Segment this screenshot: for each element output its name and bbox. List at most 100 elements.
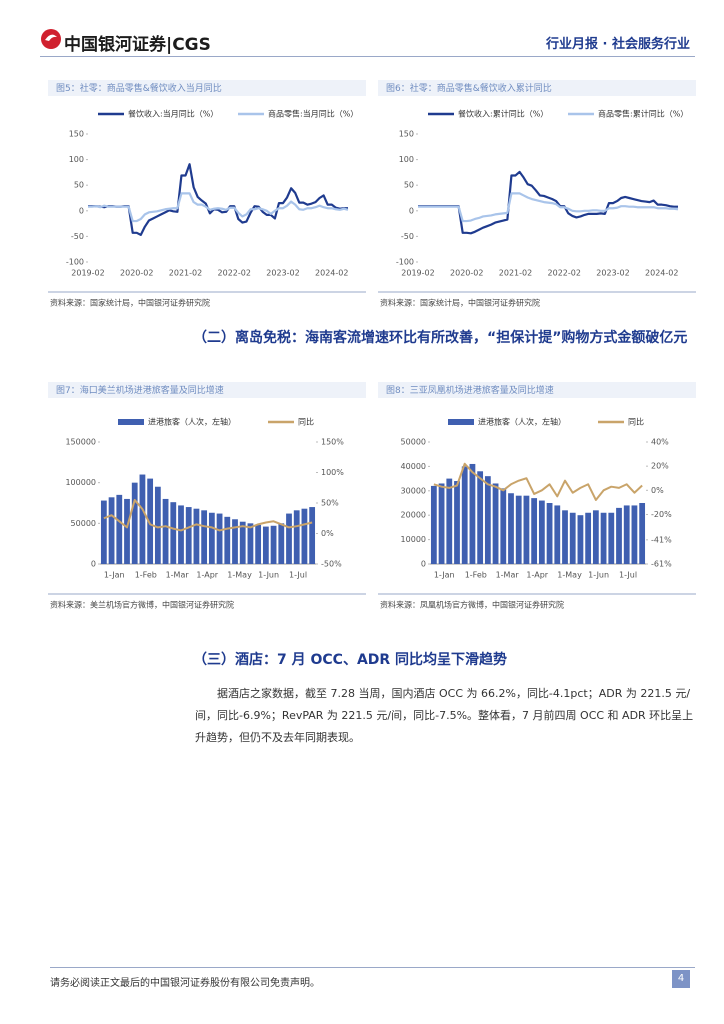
bar (446, 478, 453, 564)
x-tick-label: 2023-02 (596, 269, 629, 278)
bar (100, 500, 107, 564)
legend-label: 餐饮收入:累计同比（%） (458, 109, 548, 119)
bar (301, 508, 308, 564)
x-tick-label: 1-Feb (465, 571, 487, 580)
x-tick-label: 2022-02 (548, 269, 581, 278)
bar (116, 494, 123, 564)
y-tick-label: 30000 (401, 486, 426, 495)
x-tick-label: 1-May (227, 571, 252, 580)
bar (631, 505, 638, 564)
bar (255, 524, 262, 564)
y2-tick-label: 150% (321, 438, 344, 447)
x-tick-label: 1-Jun (258, 571, 279, 580)
bar (247, 523, 254, 564)
legend-swatch (448, 419, 474, 425)
paragraph: 据酒店之家数据，截至 7.28 当周，国内酒店 OCC 为 66.2%，同比-4… (195, 687, 694, 744)
bar (185, 507, 192, 564)
y-tick-label: -50 (401, 232, 414, 241)
y2-tick-label: -61% (651, 560, 672, 569)
y2-tick-label: 100% (321, 468, 344, 477)
y-tick-label: 0 (91, 560, 96, 569)
y-tick-label: 150 (399, 130, 414, 139)
bar (616, 507, 622, 564)
y-tick-label: 0 (79, 206, 84, 215)
legend-swatch (118, 419, 144, 425)
x-tick-label: 2021-02 (169, 269, 202, 278)
logo: 中国银河证券|CGS (64, 35, 211, 55)
title-bar (48, 382, 366, 398)
bar (585, 512, 592, 564)
bar (562, 510, 568, 564)
x-tick-label: 2022-02 (218, 269, 251, 278)
bar (286, 513, 292, 564)
x-tick-label: 2019-02 (401, 269, 434, 278)
y-tick-label: 0 (409, 206, 414, 215)
section-heading: （二）离岛免税：海南客流增速环比有所改善，“担保计提”购物方式金额破亿元 (193, 330, 688, 346)
legend-label: 商品零售:累计同比（%） (598, 109, 688, 119)
bar (224, 516, 231, 564)
title-bar (48, 80, 366, 96)
bar (309, 507, 316, 564)
figure-source: 资料来源：国家统计局，中国银河证券研究院 (50, 298, 210, 308)
bar (515, 495, 522, 564)
bar (608, 512, 615, 564)
y-tick-label: 50000 (401, 438, 426, 447)
bar (139, 474, 146, 564)
x-tick-label: 1-Feb (135, 571, 157, 580)
legend-label: 进港旅客（人次，左轴） (148, 417, 236, 427)
bar (554, 505, 561, 564)
bar (278, 523, 285, 564)
y-tick-label: -100 (396, 258, 414, 267)
y2-tick-label: 0% (321, 529, 334, 538)
figure-source: 资料来源：凤凰机场官方微博，中国银河证券研究院 (380, 600, 564, 610)
header-rule (40, 56, 695, 57)
x-tick-label: 1-Jan (104, 571, 125, 580)
x-tick-label: 1-Mar (496, 571, 520, 580)
bar (147, 478, 154, 564)
title-bar (378, 80, 696, 96)
y-tick-label: 100 (69, 155, 84, 164)
x-tick-label: 1-Apr (196, 571, 218, 580)
bar (162, 498, 169, 564)
y-tick-label: 100 (399, 155, 414, 164)
legend-label: 进港旅客（人次，左轴） (478, 417, 566, 427)
y-tick-label: -50 (71, 232, 84, 241)
bar (484, 476, 491, 564)
figure-title: 图7：海口美兰机场进港旅客量及同比增速 (56, 384, 224, 396)
y-tick-label: 50 (74, 181, 84, 190)
footer-rule (50, 967, 695, 968)
line-series (103, 498, 313, 532)
x-tick-label: 1-Jan (434, 571, 455, 580)
bar (154, 486, 161, 564)
y2-tick-label: 0% (651, 486, 664, 495)
bar (639, 503, 646, 564)
x-tick-label: 1-May (557, 571, 582, 580)
x-tick-label: 1-Apr (526, 571, 548, 580)
x-tick-label: 2021-02 (499, 269, 532, 278)
bar (108, 497, 115, 564)
bar (469, 463, 476, 564)
x-tick-label: 1-Mar (166, 571, 190, 580)
bar (538, 500, 545, 564)
x-tick-label: 2020-02 (450, 269, 483, 278)
y2-tick-label: 20% (651, 462, 669, 471)
y-tick-label: 20000 (401, 511, 426, 520)
y2-tick-label: 50% (321, 499, 339, 508)
y2-tick-label: -41% (651, 535, 672, 544)
x-tick-label: 2019-02 (71, 269, 104, 278)
bar (430, 485, 437, 564)
bar (270, 525, 277, 564)
bar (623, 505, 630, 564)
y-tick-label: 50 (404, 181, 414, 190)
bar (239, 521, 246, 564)
bar (546, 503, 553, 564)
bar (492, 483, 499, 564)
x-tick-label: 2024-02 (645, 269, 678, 278)
figure-title: 图5：社零：商品零售&餐饮收入当月同比 (56, 82, 222, 94)
line-series (418, 192, 679, 223)
x-tick-label: 1-Jun (588, 571, 609, 580)
